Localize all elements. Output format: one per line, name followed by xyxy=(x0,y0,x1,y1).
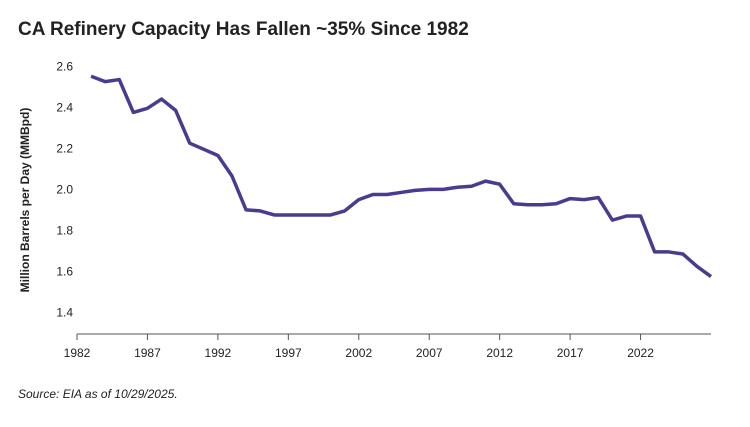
y-tick-label: 2.2 xyxy=(56,142,73,156)
x-tick-label: 1992 xyxy=(205,346,232,360)
x-tick-label: 1987 xyxy=(134,346,161,360)
source-note: Source: EIA as of 10/29/2025. xyxy=(18,387,178,401)
y-tick-label: 2.0 xyxy=(56,183,73,197)
x-tick-label: 1997 xyxy=(275,346,302,360)
data-line xyxy=(90,74,713,278)
y-axis-title: Million Barrels per Day (MMBpd) xyxy=(18,108,32,293)
x-tick-label: 1982 xyxy=(64,346,91,360)
y-tick-label: 1.6 xyxy=(56,265,73,279)
y-tick-label: 1.4 xyxy=(56,306,73,320)
x-tick-label: 2002 xyxy=(345,346,372,360)
x-tick-label: 2012 xyxy=(486,346,513,360)
y-tick-label: 2.6 xyxy=(56,59,73,73)
y-tick-label: 2.4 xyxy=(56,100,73,114)
x-tick-label: 2022 xyxy=(627,346,654,360)
x-tick-label: 2017 xyxy=(557,346,584,360)
y-tick-label: 1.8 xyxy=(56,224,73,238)
x-tick-label: 2007 xyxy=(416,346,443,360)
chart-title: CA Refinery Capacity Has Fallen ~35% Sin… xyxy=(18,19,469,40)
